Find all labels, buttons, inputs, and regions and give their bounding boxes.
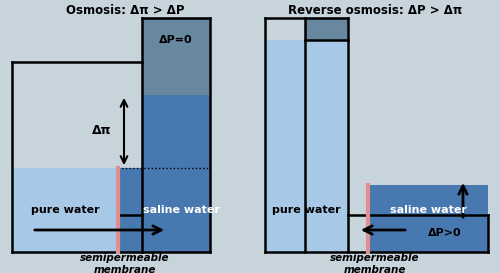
Bar <box>368 185 488 215</box>
Text: ΔP=0: ΔP=0 <box>159 35 193 45</box>
Text: saline water: saline water <box>390 205 466 215</box>
Bar <box>12 168 118 252</box>
Text: semipermeable
membrane: semipermeable membrane <box>330 253 420 273</box>
Text: Osmosis: Δπ > ΔP: Osmosis: Δπ > ΔP <box>66 4 184 16</box>
Text: semipermeable
membrane: semipermeable membrane <box>80 253 170 273</box>
Bar <box>118 168 142 252</box>
Text: saline water: saline water <box>142 205 220 215</box>
Text: pure water: pure water <box>272 205 340 215</box>
Bar <box>142 95 210 252</box>
Text: pure water: pure water <box>30 205 100 215</box>
Bar <box>142 18 210 252</box>
Bar <box>265 40 348 252</box>
Bar <box>305 18 348 252</box>
Bar <box>368 185 488 252</box>
Text: ΔP>0: ΔP>0 <box>428 228 462 238</box>
Text: Δπ: Δπ <box>92 124 112 138</box>
Text: Reverse osmosis: ΔP > Δπ: Reverse osmosis: ΔP > Δπ <box>288 4 462 16</box>
